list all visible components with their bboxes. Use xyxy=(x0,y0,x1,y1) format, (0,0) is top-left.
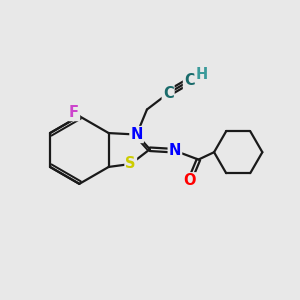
Text: H: H xyxy=(196,67,208,82)
Text: N: N xyxy=(130,127,143,142)
Text: O: O xyxy=(183,173,196,188)
Text: N: N xyxy=(169,143,181,158)
Text: C: C xyxy=(184,74,195,88)
Text: F: F xyxy=(69,105,79,120)
Text: S: S xyxy=(125,157,136,172)
Text: C: C xyxy=(163,86,173,101)
